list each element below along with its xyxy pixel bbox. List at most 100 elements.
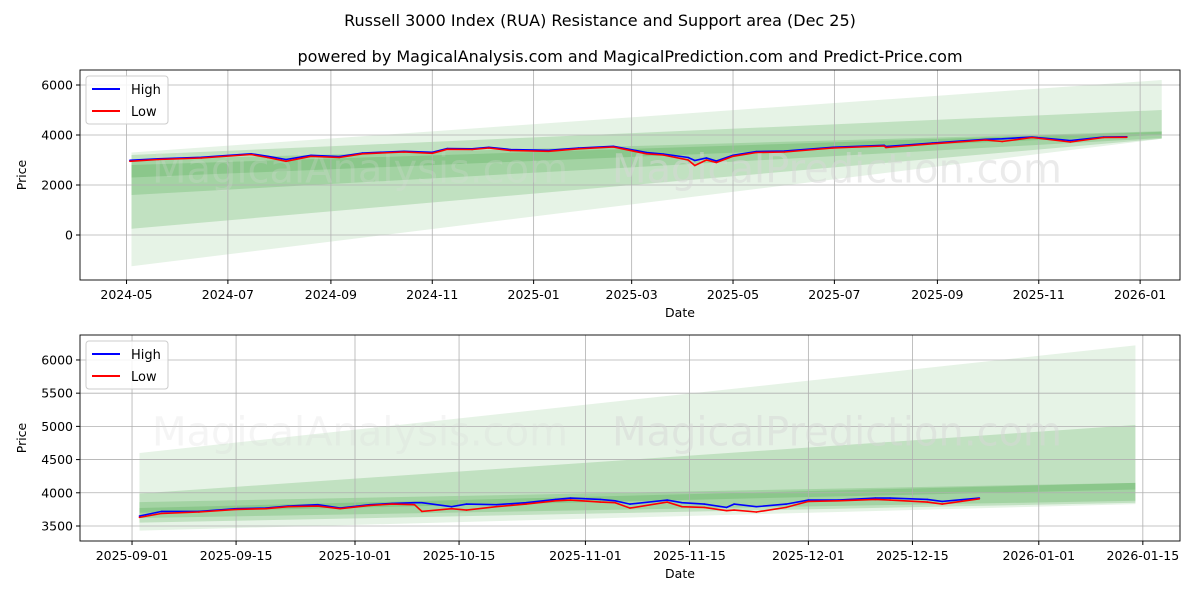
- data-point-high: [629, 503, 631, 505]
- data-point-low: [569, 499, 572, 501]
- chart-panel-2: 2025-09-01 2025-09-15 2025-10-01 2025-10-15…: [14, 334, 1181, 581]
- data-point-low: [732, 155, 734, 158]
- x-axis-label: Date: [665, 305, 695, 320]
- data-point-low: [450, 507, 453, 510]
- data-point-low: [666, 501, 668, 503]
- x-tick-label: 2024-09: [305, 287, 357, 302]
- chart-subtitle: powered by MagicalAnalysis.com and Magic…: [297, 47, 962, 66]
- data-point-low: [885, 146, 887, 149]
- data-point-low: [235, 508, 237, 511]
- x-tick-label: 2026-01: [1114, 287, 1166, 302]
- data-point-high: [599, 498, 602, 501]
- data-point-low: [645, 152, 648, 155]
- legend-label-low: Low: [131, 105, 157, 120]
- data-point-low: [471, 148, 473, 151]
- x-tick-label: 2026-01-15: [1107, 548, 1180, 563]
- data-point-high: [285, 158, 287, 161]
- data-point-low: [941, 503, 943, 505]
- data-point-low: [783, 151, 786, 153]
- data-point-low: [874, 498, 877, 501]
- data-point-high: [755, 505, 758, 508]
- data-point-high: [1001, 137, 1004, 140]
- y-tick-label: 6000: [41, 352, 73, 367]
- data-point-low: [369, 504, 371, 507]
- data-point-low: [807, 500, 810, 503]
- y-tick-label: 3500: [41, 518, 73, 533]
- x-tick-label: 2024-11: [406, 287, 458, 302]
- data-point-low: [265, 507, 267, 510]
- data-point-high: [495, 503, 498, 506]
- data-point-high: [694, 159, 696, 162]
- data-point-high: [681, 501, 683, 504]
- data-point-low: [687, 159, 689, 161]
- data-point-high: [666, 499, 668, 501]
- data-point-low: [785, 506, 787, 509]
- data-point-low: [431, 152, 434, 155]
- data-point-high: [705, 157, 708, 159]
- y-tick-label: 4500: [41, 452, 73, 467]
- x-tick-label: 2025-11-01: [549, 548, 622, 563]
- data-point-low: [755, 511, 758, 513]
- x-tick-label: 2025-12-15: [876, 548, 949, 563]
- data-point-low: [525, 503, 527, 505]
- y-axis-label: Price: [14, 422, 29, 453]
- x-tick-label: 2025-05: [707, 287, 759, 302]
- data-point-low: [1102, 136, 1105, 139]
- y-axis-label: Price: [14, 159, 29, 190]
- support-resistance-band-2: [131, 110, 1162, 229]
- data-point-low: [554, 499, 557, 502]
- data-point-low: [1069, 141, 1072, 143]
- data-point-low: [612, 146, 615, 148]
- data-point-low: [1001, 140, 1004, 143]
- legend-label-high: High: [131, 83, 161, 98]
- x-tick-label: 2025-09-01: [96, 548, 169, 563]
- data-point-high: [138, 515, 141, 517]
- data-point-high: [554, 498, 557, 501]
- x-tick-label: 2024-05: [100, 287, 152, 302]
- data-point-low: [889, 499, 891, 501]
- data-point-high: [421, 501, 423, 504]
- data-point-low: [487, 147, 490, 149]
- data-point-low: [266, 156, 269, 159]
- data-point-low: [837, 499, 839, 502]
- y-tick-label: 5500: [41, 386, 73, 401]
- data-point-low: [694, 164, 696, 167]
- data-point-low: [1126, 136, 1128, 139]
- data-point-low: [338, 156, 341, 159]
- x-tick-label: 2025-10-15: [423, 548, 496, 563]
- data-point-low: [662, 154, 665, 156]
- data-point-low: [926, 501, 929, 503]
- data-point-low: [883, 145, 886, 147]
- data-point-high: [733, 503, 735, 505]
- data-point-low: [317, 505, 319, 507]
- data-point-low: [705, 159, 708, 161]
- data-point-low: [984, 139, 987, 141]
- support-resistance-band-3: [139, 482, 1136, 519]
- data-point-low: [391, 503, 393, 505]
- watermark: MagicalAnalysis.com: [152, 410, 568, 456]
- chart-title: Russell 3000 Index (RUA) Resistance and …: [344, 11, 856, 30]
- data-point-low: [310, 155, 312, 158]
- data-point-low: [733, 509, 735, 511]
- data-point-low: [703, 506, 706, 509]
- y-tick-label: 4000: [41, 485, 73, 500]
- data-point-high: [941, 500, 943, 503]
- x-tick-label: 2025-11-15: [653, 548, 726, 563]
- data-point-low: [509, 149, 512, 152]
- data-point-low: [547, 150, 550, 153]
- watermark: MagicalPrediction.com: [612, 147, 1062, 193]
- data-point-low: [465, 509, 468, 511]
- data-point-high: [703, 503, 706, 505]
- support-resistance-band-3: [131, 131, 1162, 195]
- x-tick-label: 2025-09-15: [200, 548, 273, 563]
- x-tick-label: 2025-09: [911, 287, 963, 302]
- data-point-high: [874, 497, 877, 499]
- data-point-high: [413, 501, 416, 504]
- support-resistance-band-1: [139, 345, 1136, 531]
- data-point-high: [807, 499, 810, 501]
- data-point-low: [160, 512, 163, 515]
- y-tick-label: 4000: [41, 128, 73, 143]
- data-point-low: [614, 501, 616, 504]
- data-point-low: [725, 509, 728, 512]
